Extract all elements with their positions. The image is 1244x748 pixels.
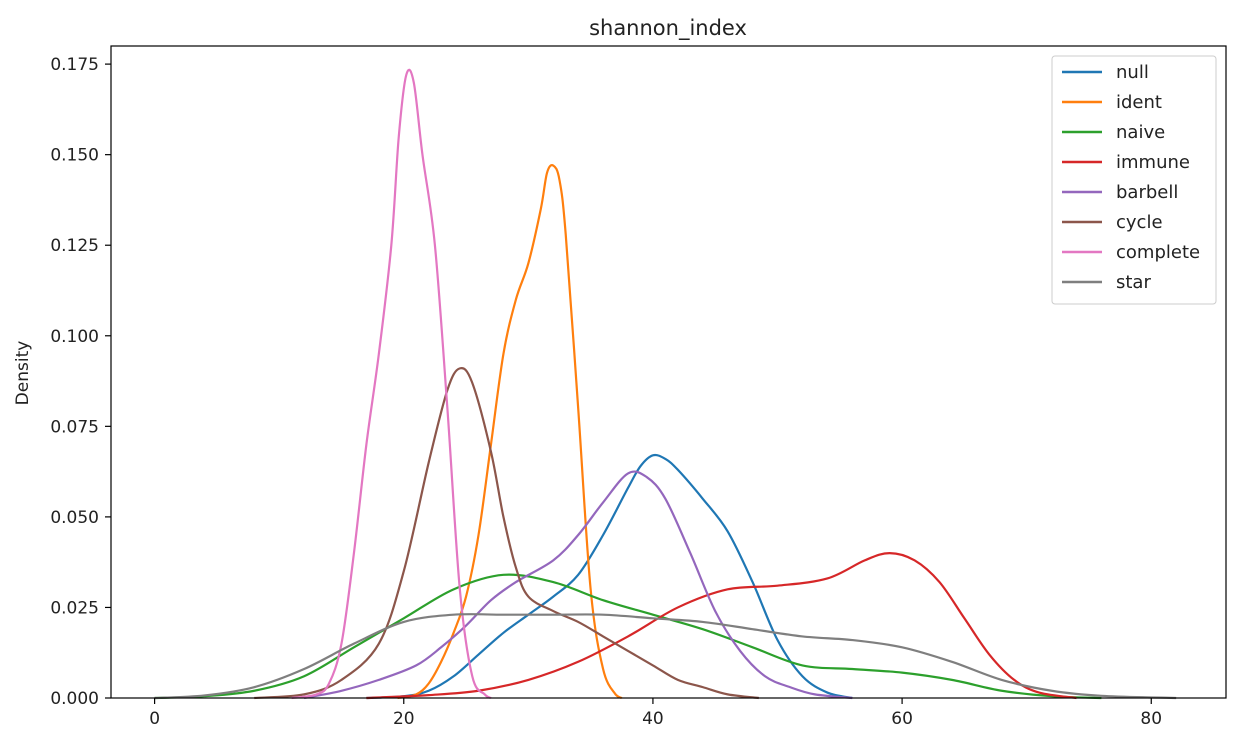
legend-label-naive: naive xyxy=(1116,122,1165,143)
legend-label-ident: ident xyxy=(1116,92,1162,113)
legend-label-null: null xyxy=(1116,62,1149,83)
legend-label-cycle: cycle xyxy=(1116,212,1163,233)
y-tick-label: 0.125 xyxy=(50,236,99,256)
legend-label-star: star xyxy=(1116,272,1151,293)
y-tick-label: 0.100 xyxy=(50,327,99,347)
x-tick-label: 80 xyxy=(1140,709,1162,729)
y-tick-label: 0.075 xyxy=(50,417,99,437)
plot-frame xyxy=(110,45,1227,699)
legend: null ident naive immune barbell cycle complete… xyxy=(1051,55,1217,305)
series-line-complete xyxy=(291,68,492,700)
legend-label-complete: complete xyxy=(1116,242,1200,263)
ticks-layer: 0 20 40 60 80 0.000 0.025 0.050 0.075 0.100 0.125 0… xyxy=(50,55,1162,729)
x-tick-label: 20 xyxy=(393,709,415,729)
chart-title: shannon_index xyxy=(589,16,747,41)
y-tick-label: 0.175 xyxy=(50,55,99,75)
series-line-barbell xyxy=(303,470,853,700)
series-line-ident xyxy=(397,164,623,700)
x-tick-label: 0 xyxy=(149,709,160,729)
y-axis-label: Density xyxy=(13,341,33,406)
legend-label-immune: immune xyxy=(1116,152,1190,173)
legend-label-barbell: barbell xyxy=(1116,182,1178,203)
y-tick-label: 0.025 xyxy=(50,598,99,618)
y-tick-label: 0.050 xyxy=(50,508,99,528)
x-tick-label: 60 xyxy=(891,709,913,729)
series-line-star xyxy=(154,613,1177,700)
series-line-naive xyxy=(154,573,1102,700)
series-line-cycle xyxy=(254,366,759,700)
y-tick-label: 0.000 xyxy=(50,689,99,709)
series-line-immune xyxy=(366,552,1077,700)
y-tick-label: 0.150 xyxy=(50,146,99,166)
series-line-null xyxy=(366,453,853,700)
series-layer xyxy=(154,68,1177,700)
x-tick-label: 40 xyxy=(642,709,664,729)
legend-box xyxy=(1051,55,1217,305)
